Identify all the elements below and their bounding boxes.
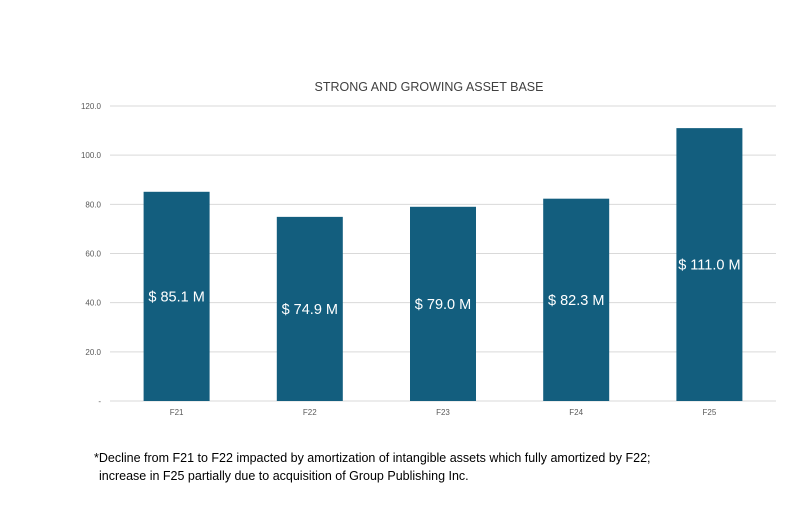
x-tick-label: F22 [303, 408, 317, 417]
x-tick-label: F21 [170, 408, 184, 417]
bar-f23 [410, 206, 476, 401]
y-tick-label: 100.0 [81, 151, 102, 160]
bar-value-label: $ 111.0 M [678, 258, 740, 274]
y-tick-label: 80.0 [85, 200, 101, 209]
y-tick-label: 120.0 [81, 102, 102, 111]
bars: $ 85.1 M $ 74.9 M $ 79.0 M $ 82.3 M $ 111.0 … [143, 128, 743, 401]
bar-value-label: $ 74.9 M [282, 302, 338, 318]
bar-f25 [676, 128, 743, 401]
bar-value-label: $ 85.1 M [148, 289, 204, 305]
y-tick-label: - [98, 397, 101, 406]
y-tick-label: 60.0 [85, 250, 101, 259]
y-axis-ticks: - 20.0 40.0 60.0 80.0 100.0 120.0 [81, 102, 102, 406]
x-tick-label: F25 [703, 408, 717, 417]
x-axis-ticks: F21 F22 F23 F24 F25 [170, 408, 717, 417]
bar-f24 [543, 198, 610, 401]
bar-value-label: $ 79.0 M [415, 297, 471, 313]
chart-title: STRONG AND GROWING ASSET BASE [315, 80, 544, 94]
y-tick-label: 20.0 [85, 348, 101, 357]
x-tick-label: F23 [436, 408, 450, 417]
footnote: *Decline from F21 to F22 impacted by amo… [94, 449, 794, 485]
footnote-line-2: increase in F25 partially due to acquisi… [99, 469, 469, 483]
footnote-line-1: *Decline from F21 to F22 impacted by amo… [94, 451, 651, 465]
x-tick-label: F24 [569, 408, 583, 417]
bar-value-label: $ 82.3 M [548, 293, 604, 309]
bar-f21 [143, 191, 210, 401]
y-tick-label: 40.0 [85, 299, 101, 308]
bar-f22 [276, 216, 343, 401]
